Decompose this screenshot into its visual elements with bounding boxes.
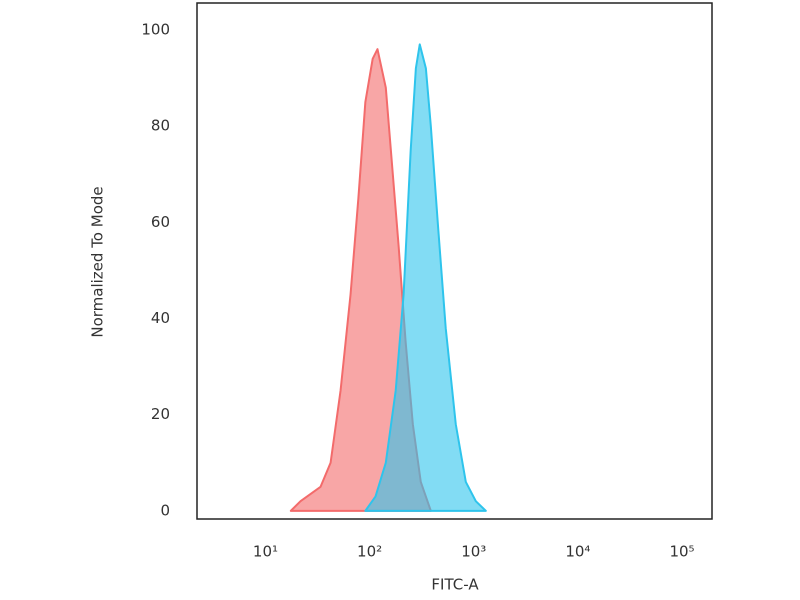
plot-frame bbox=[196, 2, 713, 520]
y-tick-label: 60 bbox=[151, 213, 170, 231]
histogram-area bbox=[364, 43, 487, 512]
x-tick-label: 10⁴ bbox=[565, 543, 590, 561]
y-tick-label: 20 bbox=[151, 405, 170, 423]
x-axis-label: FITC-A bbox=[431, 576, 479, 594]
y-axis-label: Normalized To Mode bbox=[89, 186, 107, 337]
x-tick-label: 10⁵ bbox=[669, 543, 694, 561]
y-tick-label: 80 bbox=[151, 117, 170, 135]
y-tick-label: 0 bbox=[160, 501, 170, 519]
y-tick-label: 100 bbox=[141, 20, 170, 38]
y-tick-label: 40 bbox=[151, 309, 170, 327]
x-tick-label: 10³ bbox=[461, 543, 486, 561]
x-tick-label: 10² bbox=[357, 543, 382, 561]
x-tick-label: 10¹ bbox=[253, 543, 278, 561]
